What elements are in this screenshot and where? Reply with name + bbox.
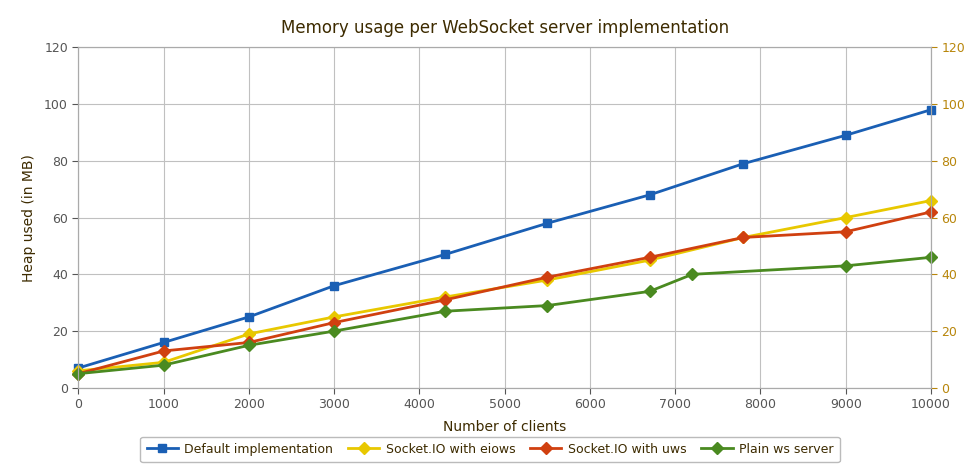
- Default implementation: [328, 283, 340, 289]
- Socket.IO with uws: [644, 254, 656, 260]
- Socket.IO with uws: [925, 209, 937, 215]
- Plain ws server: [644, 289, 656, 294]
- Plain ws server: [439, 308, 451, 314]
- Socket.IO with eiows: [439, 294, 451, 300]
- Line: Plain ws server: Plain ws server: [74, 253, 935, 378]
- Socket.IO with eiows: [328, 314, 340, 320]
- Line: Socket.IO with uws: Socket.IO with uws: [74, 208, 935, 378]
- Default implementation: [738, 161, 750, 166]
- Y-axis label: Heap used (in MB): Heap used (in MB): [22, 154, 36, 281]
- Default implementation: [158, 340, 170, 345]
- Socket.IO with uws: [738, 235, 750, 240]
- Default implementation: [840, 132, 852, 138]
- Socket.IO with uws: [439, 297, 451, 303]
- Default implementation: [925, 107, 937, 113]
- Socket.IO with uws: [73, 371, 84, 377]
- Socket.IO with uws: [541, 274, 553, 280]
- Socket.IO with eiows: [158, 359, 170, 365]
- Plain ws server: [158, 362, 170, 368]
- Plain ws server: [840, 263, 852, 269]
- Socket.IO with eiows: [243, 331, 255, 337]
- Default implementation: [644, 192, 656, 198]
- Socket.IO with uws: [328, 320, 340, 325]
- Line: Default implementation: Default implementation: [74, 105, 935, 372]
- Socket.IO with uws: [158, 348, 170, 354]
- Plain ws server: [541, 303, 553, 308]
- Plain ws server: [925, 254, 937, 260]
- Socket.IO with eiows: [644, 257, 656, 263]
- Socket.IO with eiows: [73, 368, 84, 374]
- Default implementation: [243, 314, 255, 320]
- Socket.IO with eiows: [840, 215, 852, 220]
- Socket.IO with uws: [840, 229, 852, 235]
- Default implementation: [439, 252, 451, 257]
- Line: Socket.IO with eiows: Socket.IO with eiows: [74, 196, 935, 375]
- Plain ws server: [73, 371, 84, 377]
- Title: Memory usage per WebSocket server implementation: Memory usage per WebSocket server implem…: [280, 19, 729, 37]
- Socket.IO with eiows: [925, 198, 937, 203]
- Plain ws server: [686, 272, 698, 277]
- Plain ws server: [243, 342, 255, 348]
- Legend: Default implementation, Socket.IO with eiows, Socket.IO with uws, Plain ws serve: Default implementation, Socket.IO with e…: [140, 437, 840, 462]
- Default implementation: [541, 220, 553, 226]
- Socket.IO with uws: [243, 340, 255, 345]
- Socket.IO with eiows: [738, 235, 750, 240]
- Plain ws server: [328, 328, 340, 334]
- X-axis label: Number of clients: Number of clients: [443, 420, 566, 434]
- Socket.IO with eiows: [541, 277, 553, 283]
- Default implementation: [73, 365, 84, 371]
